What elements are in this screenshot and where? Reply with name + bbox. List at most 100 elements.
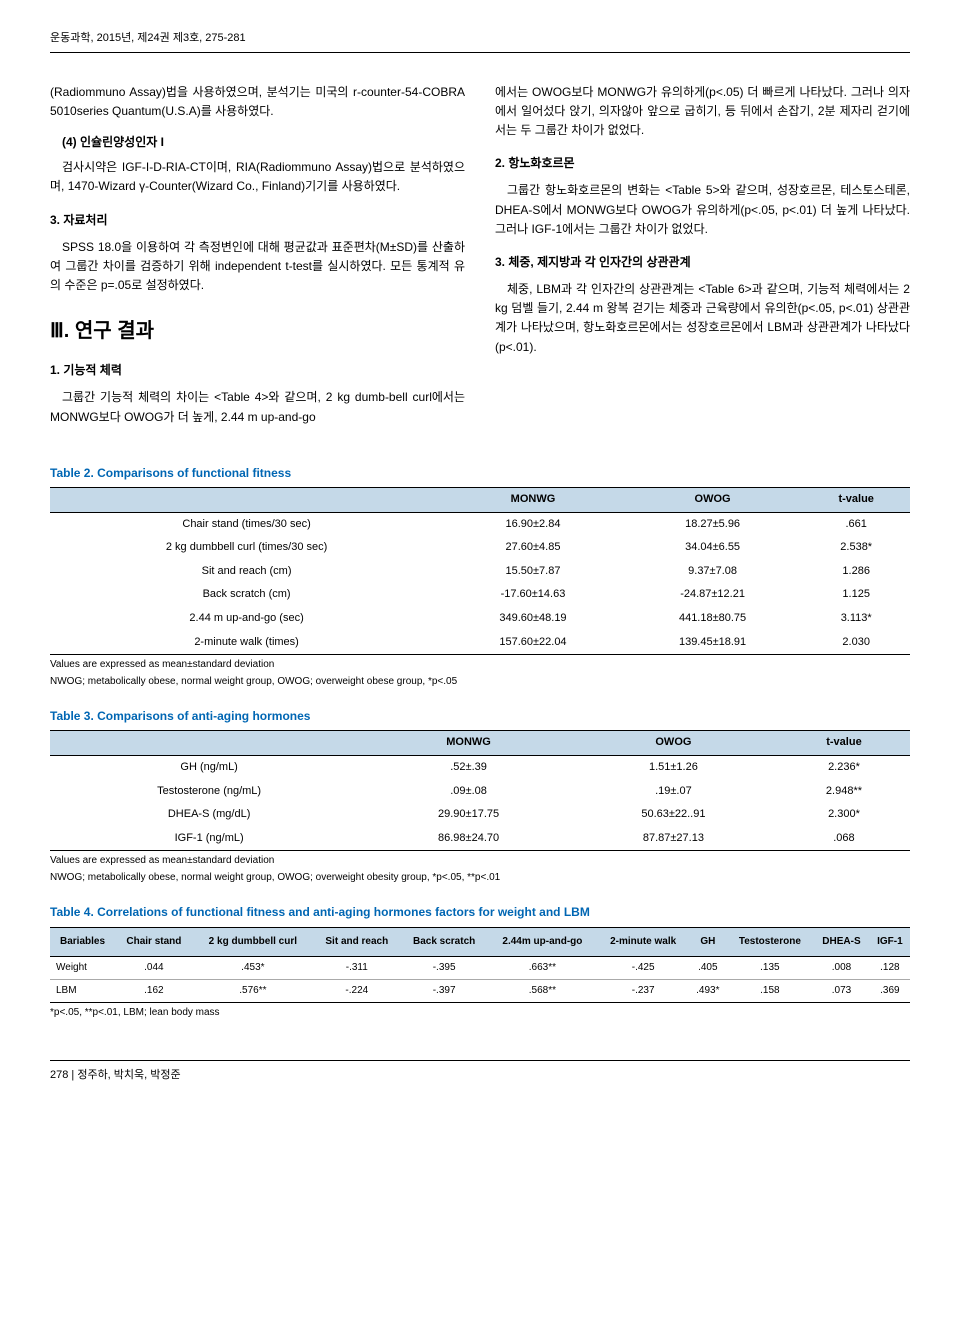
- t4-r1c7: .493*: [689, 979, 726, 1002]
- t2-r5c0: 2-minute walk (times): [50, 631, 443, 655]
- t2-h0: [50, 488, 443, 513]
- t4-r1c0: LBM: [50, 979, 115, 1002]
- t4-r0c9: .008: [813, 956, 869, 979]
- t2-r0c2: 18.27±5.96: [623, 512, 803, 536]
- t4-h4: Back scratch: [401, 927, 488, 956]
- t2-r0c3: .661: [802, 512, 910, 536]
- t3-r0c2: 1.51±1.26: [569, 755, 778, 779]
- t4-r1c6: -.237: [597, 979, 689, 1002]
- table3-title: Table 3. Comparisons of anti-aging hormo…: [50, 707, 910, 726]
- t2-r2c2: 9.37±7.08: [623, 560, 803, 584]
- t3-r3c2: 87.87±27.13: [569, 827, 778, 851]
- t4-r1c2: .576**: [193, 979, 313, 1002]
- t2-r2c3: 1.286: [802, 560, 910, 584]
- t3-r2c1: 29.90±17.75: [368, 803, 569, 827]
- para-owog: 에서는 OWOG보다 MONWG가 유의하게(p<.05) 더 빠르게 나타났다…: [495, 83, 910, 141]
- t4-r1c10: .369: [870, 979, 910, 1002]
- t3-h3: t-value: [778, 731, 910, 756]
- t4-r0c4: -.395: [401, 956, 488, 979]
- t3-r2c3: 2.300*: [778, 803, 910, 827]
- para-correlation: 체중, LBM과 각 인자간의 상관관계는 <Table 6>과 같으며, 기능…: [495, 280, 910, 357]
- t3-r1c3: 2.948**: [778, 780, 910, 804]
- t4-h8: Testosterone: [727, 927, 814, 956]
- t2-r2c1: 15.50±7.87: [443, 560, 623, 584]
- t4-r0c7: .405: [689, 956, 726, 979]
- t4-h10: IGF-1: [870, 927, 910, 956]
- t2-r3c0: Back scratch (cm): [50, 583, 443, 607]
- body-columns: (Radiommuno Assay)법을 사용하였으며, 분석기는 미국의 r-…: [50, 83, 910, 439]
- para-functional: 그룹간 기능적 체력의 차이는 <Table 4>와 같으며, 2 kg dum…: [50, 388, 465, 426]
- t2-r3c1: -17.60±14.63: [443, 583, 623, 607]
- section-data-processing: 3. 자료처리: [50, 211, 465, 230]
- t2-h1: MONWG: [443, 488, 623, 513]
- t2-r4c0: 2.44 m up-and-go (sec): [50, 607, 443, 631]
- para-igf: 검사시약은 IGF-I-D-RIA-CT이며, RIA(Radiommuno A…: [50, 158, 465, 196]
- t2-r2c0: Sit and reach (cm): [50, 560, 443, 584]
- t4-h5: 2.44m up-and-go: [488, 927, 598, 956]
- left-column: (Radiommuno Assay)법을 사용하였으며, 분석기는 미국의 r-…: [50, 83, 465, 439]
- t4-r0c8: .135: [727, 956, 814, 979]
- t2-h2: OWOG: [623, 488, 803, 513]
- t4-r0c1: .044: [115, 956, 193, 979]
- t4-r0c6: -.425: [597, 956, 689, 979]
- para-hormones: 그룹간 항노화호르몬의 변화는 <Table 5>와 같으며, 성장호르몬, 테…: [495, 181, 910, 239]
- t4-h6: 2-minute walk: [597, 927, 689, 956]
- t3-r0c0: GH (ng/mL): [50, 755, 368, 779]
- t2-r0c1: 16.90±2.84: [443, 512, 623, 536]
- table3-note1: Values are expressed as mean±standard de…: [50, 854, 910, 868]
- t4-h2: 2 kg dumbbell curl: [193, 927, 313, 956]
- t3-r1c2: .19±.07: [569, 780, 778, 804]
- table3-note2: NWOG; metabolically obese, normal weight…: [50, 871, 910, 885]
- t4-r0c5: .663**: [488, 956, 598, 979]
- t4-r0c2: .453*: [193, 956, 313, 979]
- t3-r3c1: 86.98±24.70: [368, 827, 569, 851]
- t3-r2c0: DHEA-S (mg/dL): [50, 803, 368, 827]
- t3-h0: [50, 731, 368, 756]
- t3-r1c1: .09±.08: [368, 780, 569, 804]
- t3-r3c0: IGF-1 (ng/mL): [50, 827, 368, 851]
- t4-h1: Chair stand: [115, 927, 193, 956]
- para-spss: SPSS 18.0을 이용하여 각 측정변인에 대해 평균값과 표준편차(M±S…: [50, 238, 465, 296]
- table2-note2: NWOG; metabolically obese, normal weight…: [50, 675, 910, 689]
- t4-h9: DHEA-S: [813, 927, 869, 956]
- t3-r0c1: .52±.39: [368, 755, 569, 779]
- table4: Bariables Chair stand 2 kg dumbbell curl…: [50, 927, 910, 1003]
- t3-r3c3: .068: [778, 827, 910, 851]
- page-footer: 278 | 정주하, 박치욱, 박정준: [50, 1060, 910, 1085]
- t2-r0c0: Chair stand (times/30 sec): [50, 512, 443, 536]
- section-correlation: 3. 체중, 제지방과 각 인자간의 상관관계: [495, 253, 910, 272]
- right-column: 에서는 OWOG보다 MONWG가 유의하게(p<.05) 더 빠르게 나타났다…: [495, 83, 910, 439]
- t2-r1c2: 34.04±6.55: [623, 536, 803, 560]
- t4-r1c4: -.397: [401, 979, 488, 1002]
- section-hormones: 2. 항노화호르몬: [495, 154, 910, 173]
- t2-r1c1: 27.60±4.85: [443, 536, 623, 560]
- table4-title: Table 4. Correlations of functional fitn…: [50, 903, 910, 922]
- table2: MONWG OWOG t-value Chair stand (times/30…: [50, 487, 910, 655]
- t3-r1c0: Testosterone (ng/mL): [50, 780, 368, 804]
- heading-results: Ⅲ. 연구 결과: [50, 315, 465, 347]
- t4-r1c3: -.224: [313, 979, 401, 1002]
- table2-note1: Values are expressed as mean±standard de…: [50, 658, 910, 672]
- t2-r5c3: 2.030: [802, 631, 910, 655]
- t3-r2c2: 50.63±22..91: [569, 803, 778, 827]
- t2-r5c1: 157.60±22.04: [443, 631, 623, 655]
- t4-r1c8: .158: [727, 979, 814, 1002]
- journal-header: 운동과학, 2015년, 제24권 제3호, 275-281: [50, 30, 910, 53]
- t2-r4c1: 349.60±48.19: [443, 607, 623, 631]
- t2-r3c2: -24.87±12.21: [623, 583, 803, 607]
- t4-r1c5: .568**: [488, 979, 598, 1002]
- t4-h0: Bariables: [50, 927, 115, 956]
- para-radiommuno: (Radiommuno Assay)법을 사용하였으며, 분석기는 미국의 r-…: [50, 83, 465, 121]
- t3-h2: OWOG: [569, 731, 778, 756]
- t4-r0c0: Weight: [50, 956, 115, 979]
- t2-r3c3: 1.125: [802, 583, 910, 607]
- t4-h7: GH: [689, 927, 726, 956]
- t2-h3: t-value: [802, 488, 910, 513]
- t2-r5c2: 139.45±18.91: [623, 631, 803, 655]
- table3: MONWG OWOG t-value GH (ng/mL).52±.391.51…: [50, 730, 910, 851]
- t2-r1c0: 2 kg dumbbell curl (times/30 sec): [50, 536, 443, 560]
- t4-r0c10: .128: [870, 956, 910, 979]
- t4-r1c1: .162: [115, 979, 193, 1002]
- t3-r0c3: 2.236*: [778, 755, 910, 779]
- t2-r4c2: 441.18±80.75: [623, 607, 803, 631]
